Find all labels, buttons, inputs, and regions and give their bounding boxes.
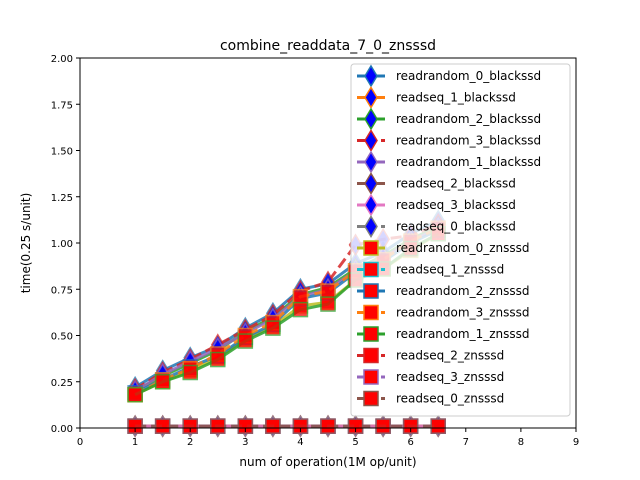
data-point [154,374,171,390]
data-point [237,333,254,349]
data-point [265,320,281,336]
legend-entry-readrandom_0_znsssd: readrandom_0_znsssd [357,240,529,256]
legend-swatch-marker [364,215,378,238]
data-point [210,351,226,368]
x-tick-label: 9 [573,437,579,448]
legend-entry-readseq_3_blackssd: readseq_3_blackssd [357,193,516,217]
legend-swatch-marker [363,326,379,342]
data-point [265,418,281,434]
legend-label: readrandom_3_blackssd [396,134,541,148]
legend-swatch-marker [363,347,379,364]
legend-label: readrandom_0_blackssd [396,69,541,83]
legend-swatch-marker [363,240,379,256]
data-point [375,418,391,434]
legend-box [350,63,571,417]
x-tick-label: 2 [187,437,193,448]
legend-label: readseq_0_blackssd [396,220,516,234]
data-point [347,418,364,434]
legend-label: readrandom_1_blackssd [396,155,541,169]
legend-label: readrandom_3_znsssd [396,306,529,320]
legend-swatch-marker [364,107,378,131]
y-tick-label: 0.25 [51,378,73,389]
y-tick-label: 1.25 [51,193,73,204]
legend-entry-readseq_1_blackssd: readseq_1_blackssd [357,86,516,109]
legend-entry-readrandom_3_blackssd: readrandom_3_blackssd [357,129,541,152]
legend-swatch-marker [364,86,378,109]
data-point [402,418,419,434]
legend-entry-readseq_3_znsssd: readseq_3_znsssd [357,369,504,385]
data-point [292,288,309,305]
legend-entry-readrandom_3_znsssd: readrandom_3_znsssd [357,304,529,321]
legend-swatch-marker [364,193,378,217]
y-tick-label: 1.50 [51,147,73,158]
legend-label: readseq_1_znsssd [396,263,504,277]
y-axis-label: time(0.25 s/unit) [19,193,33,294]
legend-entry-readrandom_0_blackssd: readrandom_0_blackssd [357,64,541,88]
data-point [127,386,143,403]
data-point [182,364,198,381]
legend-label: readseq_2_blackssd [396,177,516,191]
x-tick-label: 7 [463,437,469,448]
x-axis-label: num of operation(1M op/unit) [239,455,416,469]
legend-label: readrandom_1_znsssd [396,327,529,341]
legend-swatch-marker [364,64,378,88]
legend-entry-readseq_2_blackssd: readseq_2_blackssd [357,172,516,195]
plot-area: 0 1 2 3 4 5 6 7 8 9 0.00 0.25 0.50 0.75 1.00 1.25 1.50 1.… [51,54,579,448]
legend-label: readrandom_2_blackssd [396,112,541,126]
series-readseq_0_znsssd [127,418,446,434]
legend-swatch-marker [363,261,379,278]
legend-swatch-marker [364,172,378,195]
data-point [320,283,336,299]
data-point [292,418,309,434]
legend-swatch-marker [364,129,378,152]
data-point [320,296,336,312]
legend: readrandom_0_blackssd readseq_1_blackssdr… [350,63,571,417]
legend-label: readseq_0_znsssd [396,392,504,406]
x-tick-label: 8 [518,437,524,448]
legend-entry-readseq_2_znsssd: readseq_2_znsssd [357,347,504,364]
x-tick-label: 6 [407,437,413,448]
legend-label: readseq_1_blackssd [396,91,516,105]
legend-entry-readrandom_2_znsssd: readrandom_2_znsssd [357,283,529,299]
y-tick-label: 0.00 [51,424,73,435]
legend-entry-readseq_0_blackssd: readseq_0_blackssd [357,215,516,238]
legend-label: readrandom_0_znsssd [396,241,529,255]
y-tick-label: 1.75 [51,100,73,111]
legend-swatch-marker [363,283,379,299]
x-tick-label: 1 [132,437,138,448]
legend-label: readseq_3_blackssd [396,198,516,212]
legend-entry-readrandom_2_blackssd: readrandom_2_blackssd [357,107,541,131]
data-point [127,418,143,434]
x-tick-label: 4 [297,437,303,448]
legend-label: readseq_2_znsssd [396,349,504,363]
data-point [182,418,198,434]
y-tick-label: 0.75 [51,285,73,296]
data-point [430,418,446,434]
legend-swatch-marker [364,150,378,174]
x-tick-label: 3 [242,437,248,448]
data-point [292,301,309,318]
y-tick-label: 0.50 [51,332,73,343]
x-tick-label: 5 [352,437,358,448]
legend-label: readrandom_2_znsssd [396,284,529,298]
legend-entry-readseq_1_znsssd: readseq_1_znsssd [357,261,504,278]
legend-swatch-marker [363,304,379,321]
legend-swatch-marker [363,369,379,385]
legend-entry-readrandom_1_znsssd: readrandom_1_znsssd [357,326,529,342]
legend-entry-readseq_0_znsssd: readseq_0_znsssd [357,390,504,407]
y-tick-label: 1.00 [51,239,73,250]
chart-title: combine_readdata_7_0_znsssd [220,38,436,54]
y-tick-label: 2.00 [51,54,73,65]
legend-entry-readrandom_1_blackssd: readrandom_1_blackssd [357,150,541,174]
data-point [210,418,226,434]
data-point [320,418,336,434]
legend-label: readseq_3_znsssd [396,370,504,384]
data-point [237,418,254,434]
x-tick-label: 0 [77,437,83,448]
legend-swatch-marker [363,390,379,407]
data-point [154,418,171,434]
